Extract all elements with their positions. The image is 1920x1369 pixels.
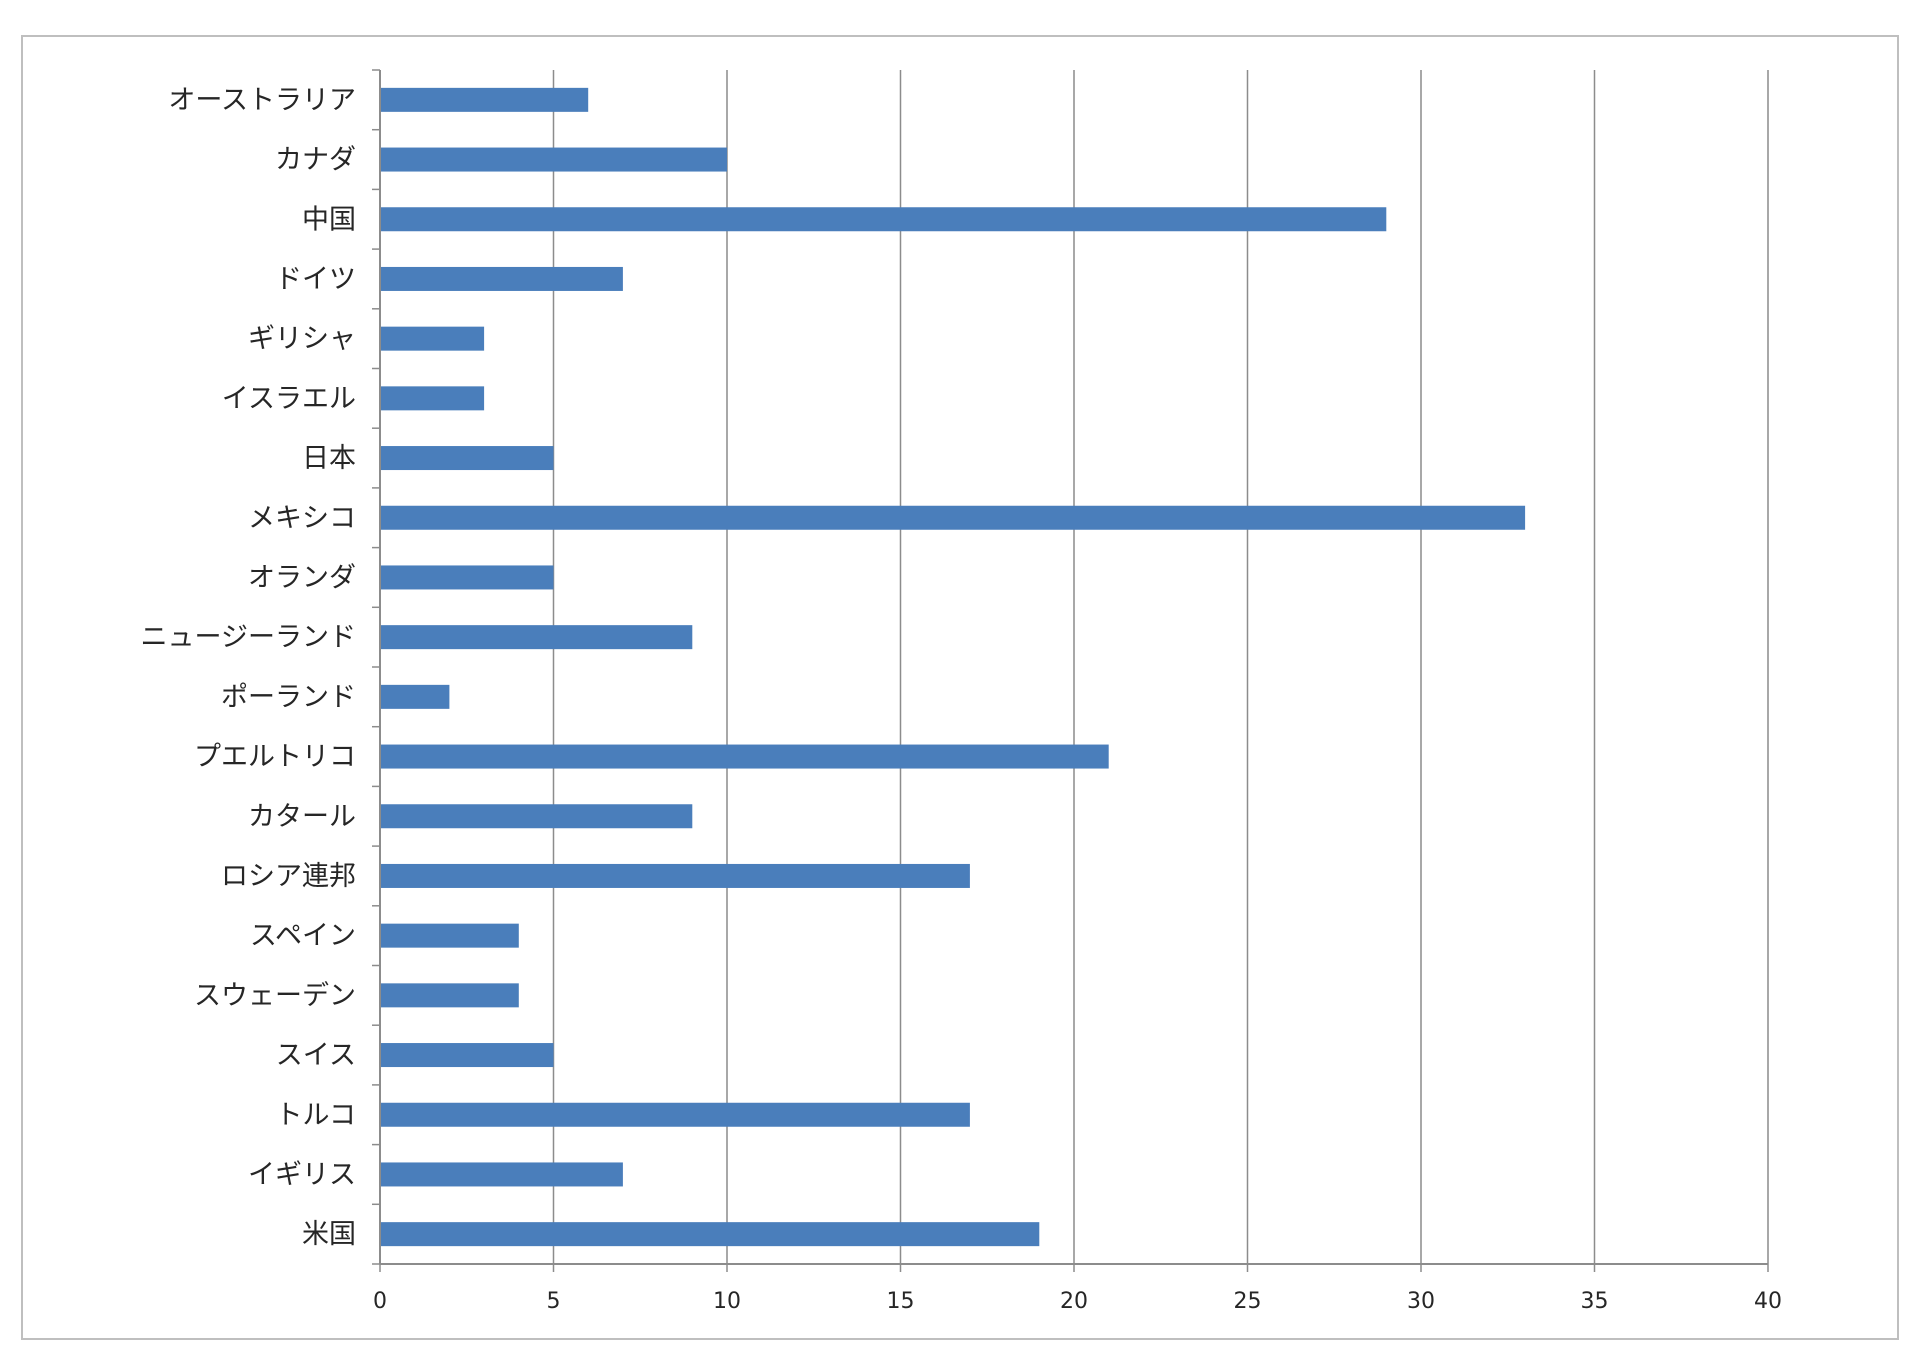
category-label: スペイン (250, 921, 356, 952)
category-label: ニュージーランド (141, 622, 356, 653)
bar-18 (380, 1102, 970, 1127)
x-tick-label: 10 (713, 1289, 741, 1314)
category-label: スイス (276, 1040, 356, 1071)
bar-19 (380, 1162, 623, 1187)
gridlines (552, 70, 1769, 1264)
category-label: ポーランド (221, 682, 356, 713)
x-tick-label: 0 (373, 1289, 387, 1314)
category-label: カナダ (275, 145, 356, 176)
bar-5 (380, 326, 485, 351)
bar-8 (380, 505, 1526, 530)
category-label: 日本 (302, 443, 356, 474)
bar-14 (380, 863, 970, 888)
x-tick-label: 40 (1754, 1289, 1782, 1314)
category-label: ギリシャ (248, 324, 356, 355)
category-label: スウェーデン (194, 980, 356, 1011)
x-tick-label: 30 (1407, 1289, 1435, 1314)
bar-7 (380, 446, 554, 471)
x-tick-label: 20 (1060, 1289, 1088, 1314)
category-label: トルコ (276, 1100, 356, 1131)
bar-16 (380, 983, 519, 1008)
category-label: ロシア連邦 (221, 861, 356, 892)
bar-4 (380, 266, 623, 291)
bar-12 (380, 744, 1109, 769)
bar-11 (380, 684, 450, 709)
axes (372, 69, 1769, 1272)
category-label: 中国 (302, 204, 356, 235)
bar-20 (380, 1222, 1040, 1247)
bar-6 (380, 386, 485, 411)
x-tick-label: 5 (547, 1289, 561, 1314)
bar-3 (380, 207, 1387, 232)
bar-13 (380, 804, 693, 829)
category-label: ドイツ (275, 264, 356, 295)
bar-10 (380, 625, 693, 650)
bar-2 (380, 147, 727, 172)
category-label: イギリス (248, 1159, 356, 1190)
bar-9 (380, 565, 554, 590)
x-tick-label: 15 (887, 1289, 915, 1314)
bar-15 (380, 923, 519, 948)
bar-17 (380, 1043, 554, 1068)
category-label: プエルトリコ (194, 742, 356, 773)
bars (380, 87, 1526, 1247)
category-label: メキシコ (248, 503, 356, 534)
category-label: カタール (248, 801, 356, 832)
x-tick-label: 25 (1234, 1289, 1262, 1314)
category-label: オーストラリア (168, 85, 356, 116)
bar-1 (380, 87, 589, 112)
x-tick-label: 35 (1581, 1289, 1609, 1314)
category-label: オランダ (248, 562, 356, 593)
labels: 0 5 10 15 20 25 30 35 40 オーストラリアカナダ中国ドイツギリシャイスラエル… (141, 85, 1782, 1314)
category-label: 米国 (302, 1219, 356, 1250)
category-label: イスラエル (222, 383, 356, 414)
